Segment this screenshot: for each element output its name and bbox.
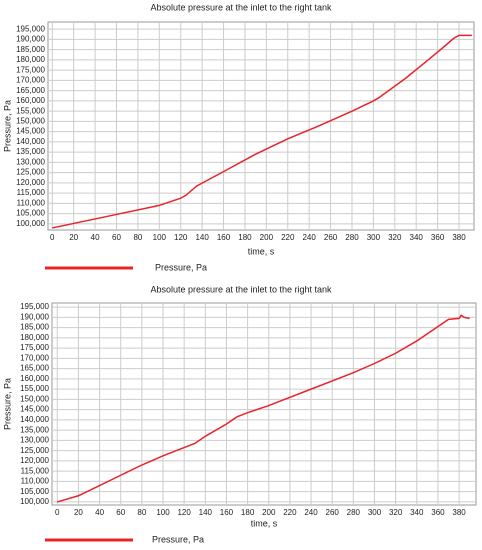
x-tick-label: 380 bbox=[452, 233, 466, 242]
y-tick-label: 130,000 bbox=[20, 436, 49, 445]
x-tick-label: 340 bbox=[410, 508, 424, 517]
x-tick-label: 260 bbox=[324, 233, 338, 242]
legend-label: Pressure, Pa bbox=[152, 534, 204, 544]
y-tick-label: 120,000 bbox=[16, 178, 45, 187]
y-tick-label: 185,000 bbox=[20, 323, 49, 332]
y-tick-label: 110,000 bbox=[17, 198, 46, 207]
x-tick-label: 40 bbox=[95, 508, 104, 517]
x-tick-label: 120 bbox=[174, 233, 188, 242]
x-tick-label: 40 bbox=[91, 233, 100, 242]
y-tick-label: 125,000 bbox=[20, 446, 49, 455]
y-tick-label: 135,000 bbox=[16, 147, 45, 156]
x-tick-label: 260 bbox=[326, 508, 340, 517]
y-tick-label: 115,000 bbox=[17, 188, 46, 197]
y-tick-label: 105,000 bbox=[16, 209, 45, 218]
x-tick-label: 180 bbox=[238, 233, 252, 242]
x-tick-label: 80 bbox=[137, 508, 146, 517]
x-tick-label: 240 bbox=[302, 233, 316, 242]
y-tick-label: 180,000 bbox=[20, 333, 49, 342]
x-tick-label: 120 bbox=[177, 508, 191, 517]
x-tick-label: 140 bbox=[195, 233, 209, 242]
chart-title: Absolute pressure at the inlet to the ri… bbox=[150, 2, 332, 12]
y-tick-label: 150,000 bbox=[16, 116, 45, 125]
y-tick-label: 175,000 bbox=[16, 65, 45, 74]
x-tick-label: 140 bbox=[199, 508, 213, 517]
x-tick-label: 180 bbox=[241, 508, 255, 517]
x-tick-label: 160 bbox=[217, 233, 231, 242]
data-line bbox=[52, 34, 472, 229]
x-tick-label: 300 bbox=[367, 233, 381, 242]
x-tick-label: 340 bbox=[410, 233, 424, 242]
y-tick-label: 170,000 bbox=[16, 76, 45, 85]
x-tick-label: 0 bbox=[50, 233, 55, 242]
y-tick-label: 110,000 bbox=[21, 477, 50, 486]
plot-area bbox=[47, 21, 475, 231]
y-tick-label: 140,000 bbox=[20, 415, 49, 424]
y-tick-label: 165,000 bbox=[20, 364, 49, 373]
y-tick-label: 120,000 bbox=[20, 456, 49, 465]
y-tick-label: 145,000 bbox=[16, 127, 45, 136]
x-tick-label: 100 bbox=[153, 233, 167, 242]
x-tick-label: 200 bbox=[260, 233, 274, 242]
y-tick-label: 155,000 bbox=[20, 384, 49, 393]
x-tick-label: 360 bbox=[431, 233, 445, 242]
x-tick-label: 220 bbox=[283, 508, 297, 517]
x-tick-label: 20 bbox=[69, 233, 78, 242]
x-tick-label: 160 bbox=[220, 508, 234, 517]
plot-area bbox=[51, 302, 477, 506]
x-tick-label: 280 bbox=[345, 233, 359, 242]
y-tick-label: 130,000 bbox=[16, 157, 45, 166]
x-axis-label: time, s bbox=[248, 246, 275, 256]
y-tick-label: 175,000 bbox=[20, 343, 49, 352]
y-tick-label: 140,000 bbox=[16, 137, 45, 146]
chart-title: Absolute pressure at the inlet to the ri… bbox=[150, 284, 332, 294]
y-axis-label: Pressure, Pa bbox=[2, 100, 12, 152]
y-tick-label: 165,000 bbox=[16, 86, 45, 95]
y-tick-label: 160,000 bbox=[20, 374, 49, 383]
x-tick-label: 220 bbox=[281, 233, 295, 242]
y-axis-label: Pressure, Pa bbox=[2, 378, 12, 430]
x-tick-label: 300 bbox=[368, 508, 382, 517]
x-tick-label: 200 bbox=[262, 508, 276, 517]
y-tick-label: 150,000 bbox=[20, 394, 49, 403]
x-tick-label: 60 bbox=[116, 508, 125, 517]
y-tick-label: 115,000 bbox=[21, 466, 50, 475]
y-tick-label: 100,000 bbox=[16, 219, 45, 228]
x-axis-label: time, s bbox=[251, 518, 278, 528]
x-tick-label: 360 bbox=[431, 508, 445, 517]
y-tick-label: 145,000 bbox=[20, 405, 49, 414]
y-tick-label: 180,000 bbox=[16, 55, 45, 64]
y-tick-label: 160,000 bbox=[16, 96, 45, 105]
y-tick-label: 170,000 bbox=[20, 353, 49, 362]
legend-label: Pressure, Pa bbox=[155, 262, 207, 272]
x-tick-label: 380 bbox=[452, 508, 466, 517]
x-tick-label: 280 bbox=[347, 508, 361, 517]
y-tick-label: 125,000 bbox=[16, 168, 45, 177]
x-tick-label: 80 bbox=[133, 233, 142, 242]
x-tick-label: 60 bbox=[112, 233, 121, 242]
y-tick-label: 195,000 bbox=[20, 302, 49, 311]
y-tick-label: 105,000 bbox=[20, 487, 49, 496]
data-line bbox=[57, 314, 470, 503]
x-tick-label: 20 bbox=[74, 508, 83, 517]
x-tick-label: 0 bbox=[55, 508, 60, 517]
x-tick-label: 320 bbox=[389, 508, 403, 517]
x-tick-label: 100 bbox=[156, 508, 170, 517]
x-tick-label: 240 bbox=[304, 508, 318, 517]
x-tick-label: 320 bbox=[388, 233, 402, 242]
y-tick-label: 135,000 bbox=[20, 425, 49, 434]
y-tick-label: 190,000 bbox=[16, 35, 45, 44]
y-tick-label: 100,000 bbox=[20, 497, 49, 506]
y-tick-label: 195,000 bbox=[16, 24, 45, 33]
y-tick-label: 155,000 bbox=[16, 106, 45, 115]
y-tick-label: 190,000 bbox=[20, 312, 49, 321]
y-tick-label: 185,000 bbox=[16, 45, 45, 54]
